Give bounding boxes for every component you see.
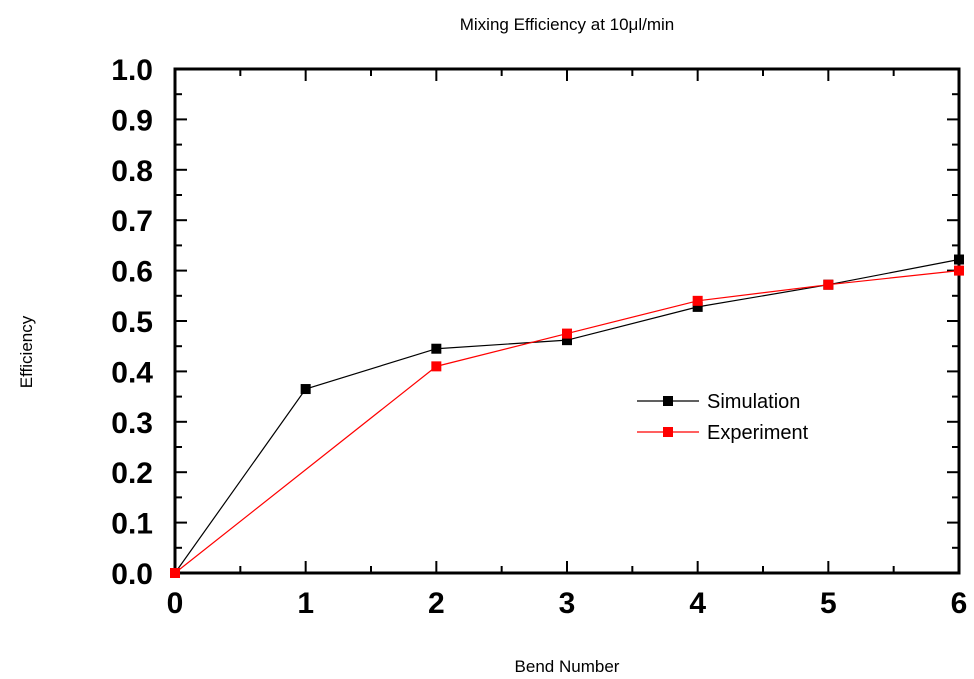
series-line [174, 270, 960, 574]
legend-item: Experiment [637, 422, 809, 444]
legend-label: Experiment [707, 422, 809, 444]
x-tick-label: 4 [689, 587, 706, 620]
data-point [300, 384, 311, 395]
series-line [174, 258, 960, 574]
x-tick-label: 1 [297, 587, 314, 620]
y-tick-label: 0.1 [111, 508, 153, 541]
y-tick-label: 0.2 [111, 457, 153, 490]
plot-frame [173, 67, 961, 575]
x-tick-label: 6 [951, 587, 968, 620]
legend: Simulation Experiment [637, 391, 809, 444]
series-layer [170, 254, 964, 578]
y-axis-title: Efficiency [17, 315, 36, 388]
y-tick-label: 0.9 [111, 104, 153, 137]
y-tick-label: 0.8 [111, 155, 153, 188]
x-tick-label: 2 [428, 587, 445, 620]
legend-item: Simulation [637, 391, 800, 413]
chart-title: Mixing Efficiency at 10μl/min [460, 15, 675, 34]
y-tick-label: 0.3 [111, 407, 153, 440]
y-tick-label: 1.0 [111, 54, 153, 87]
y-tick-labels: 0.0 0.1 0.2 0.3 0.4 0.5 0.6 0.7 0.8 0.9 1.0 [111, 54, 153, 591]
data-point [431, 343, 442, 354]
data-point [431, 361, 442, 372]
x-tick-label: 5 [820, 587, 837, 620]
data-point [692, 301, 703, 312]
y-tick-label: 0.4 [111, 356, 153, 389]
y-tick-label: 0.5 [111, 306, 153, 339]
series-experiment [170, 265, 964, 578]
y-tick-label: 0.7 [111, 205, 153, 238]
x-axis-title: Bend Number [515, 657, 620, 676]
data-point [954, 265, 964, 276]
x-tick-label: 3 [559, 587, 576, 620]
data-point [954, 254, 964, 265]
legend-label: Simulation [707, 391, 800, 413]
x-tick-label: 0 [167, 587, 184, 620]
data-point [692, 295, 703, 306]
axis-ticks [174, 68, 960, 574]
data-point [562, 335, 572, 346]
x-tick-labels: 0 1 2 3 4 5 6 [167, 587, 968, 620]
data-point [562, 328, 572, 339]
legend-marker [663, 427, 673, 437]
y-tick-label: 0.6 [111, 256, 153, 289]
data-point [170, 568, 180, 578]
series-simulation [170, 254, 964, 578]
y-tick-label: 0.0 [111, 558, 153, 591]
data-point [823, 279, 834, 290]
legend-marker [663, 396, 673, 406]
